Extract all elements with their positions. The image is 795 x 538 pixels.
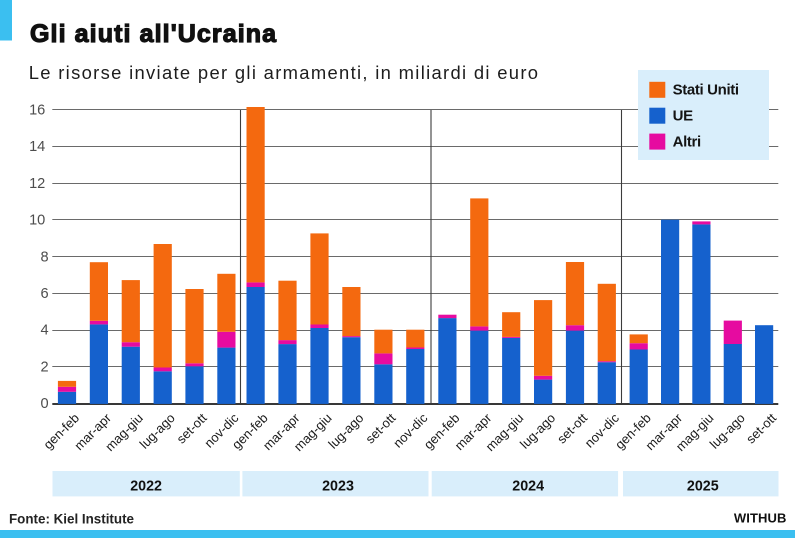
svg-text:Gli aiuti all'Ucraina: Gli aiuti all'Ucraina (30, 20, 277, 48)
svg-text:14: 14 (29, 139, 45, 155)
svg-text:WITHUB: WITHUB (734, 511, 787, 526)
svg-text:0: 0 (40, 396, 48, 412)
svg-text:UE: UE (673, 107, 693, 124)
svg-text:Stati Uniti: Stati Uniti (673, 82, 739, 99)
svg-text:8: 8 (40, 249, 48, 265)
svg-text:2025: 2025 (687, 478, 719, 494)
svg-text:6: 6 (40, 286, 48, 302)
svg-text:10: 10 (29, 213, 45, 229)
svg-text:2022: 2022 (130, 478, 162, 494)
svg-text:16: 16 (29, 103, 45, 119)
svg-text:4: 4 (40, 323, 48, 339)
svg-text:Altri: Altri (673, 133, 701, 150)
svg-text:2: 2 (40, 359, 48, 375)
svg-text:Le risorse inviate per gli arm: Le risorse inviate per gli armamenti, in… (29, 62, 540, 83)
svg-text:Fonte: Kiel Institute: Fonte: Kiel Institute (9, 512, 134, 527)
svg-text:2024: 2024 (512, 478, 544, 494)
svg-text:2023: 2023 (322, 478, 354, 494)
svg-text:12: 12 (29, 176, 45, 192)
